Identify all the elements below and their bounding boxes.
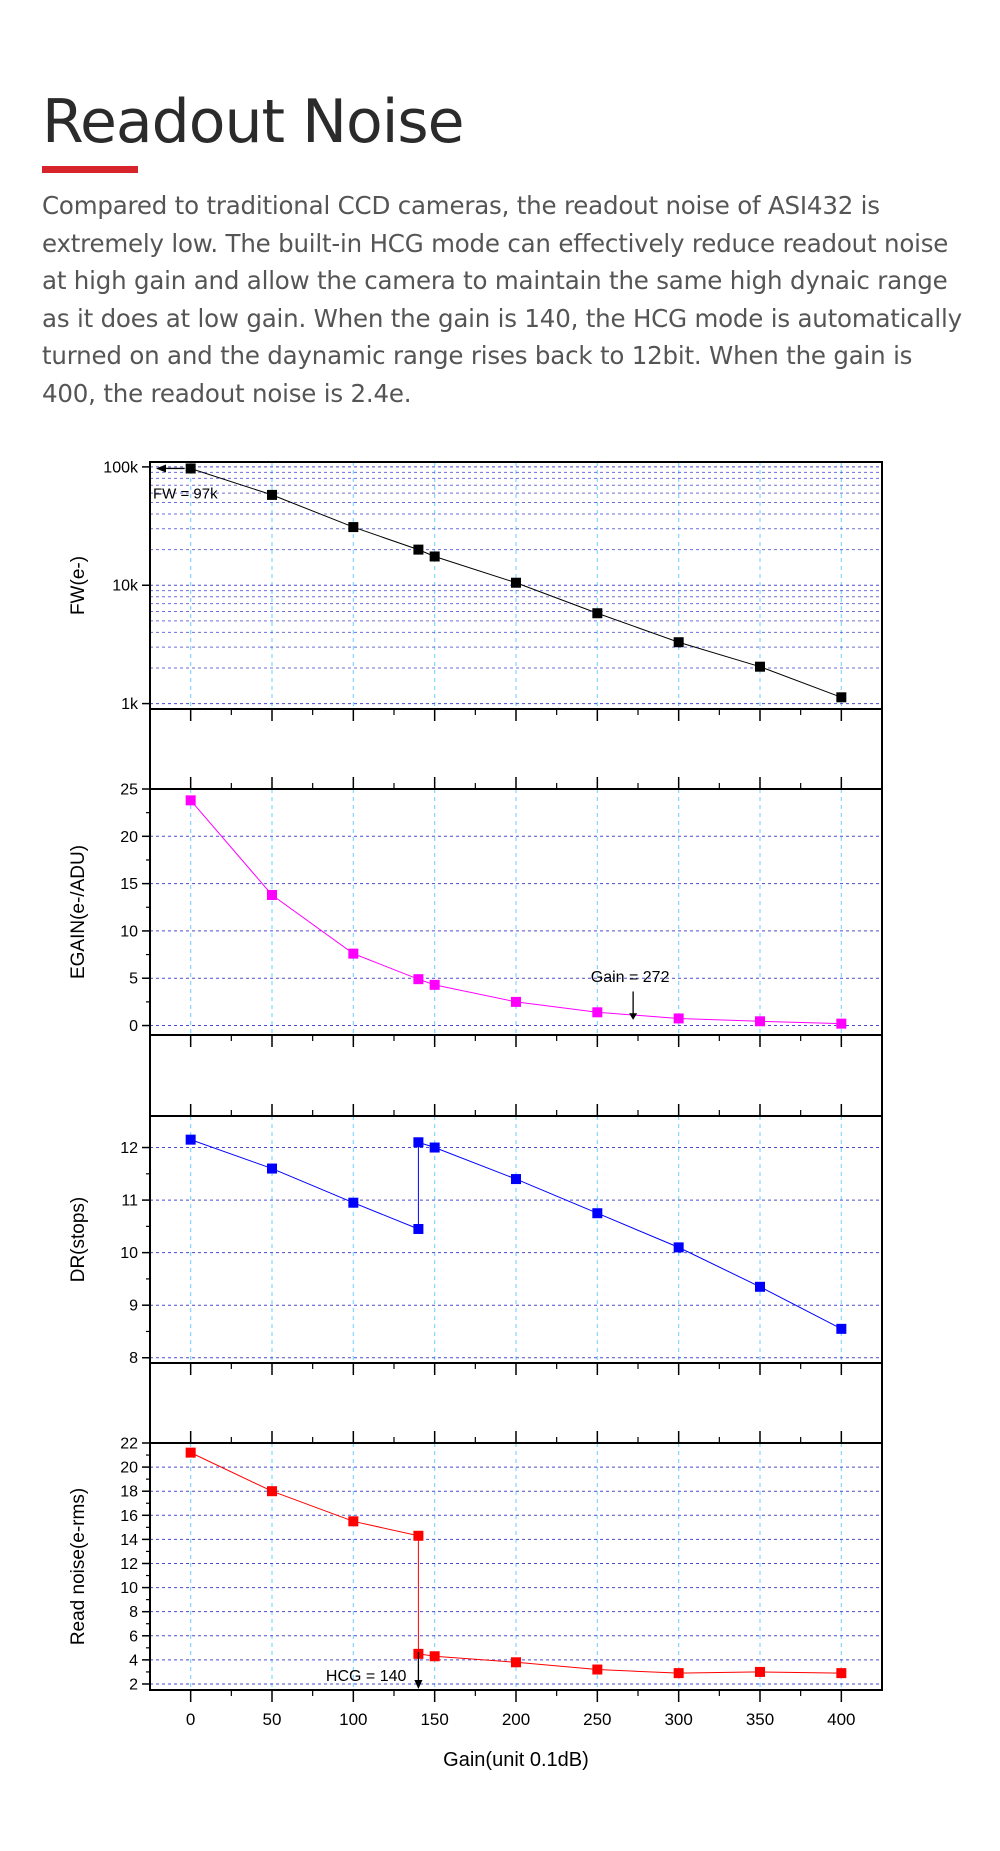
y-tick-label: 0 (129, 1018, 138, 1035)
y-tick-label: 20 (120, 829, 138, 846)
data-point (836, 1323, 847, 1334)
y-tick-label: 10 (120, 1580, 138, 1597)
y-tick-label: 18 (120, 1484, 138, 1501)
y-tick-label: 4 (129, 1652, 138, 1669)
y-tick-label: 10 (120, 923, 138, 940)
series-line-1 (190, 467, 842, 698)
x-tick-label: 50 (263, 1710, 282, 1729)
data-point (836, 692, 847, 703)
data-point (429, 551, 440, 562)
x-tick-label: 0 (186, 1710, 195, 1729)
x-tick-label: 400 (827, 1710, 855, 1729)
data-point (429, 1651, 440, 1662)
data-point (592, 1664, 603, 1675)
data-point (413, 1137, 424, 1148)
data-point (413, 1530, 424, 1541)
y-tick-label: 1k (121, 696, 139, 713)
y-tick-label: 10k (112, 578, 139, 595)
y-tick-label: 6 (129, 1628, 138, 1645)
y-tick-label: 22 (120, 1436, 138, 1453)
y-tick-label: 12 (120, 1556, 138, 1573)
y-tick-label: 8 (129, 1604, 138, 1621)
data-point (348, 1516, 359, 1527)
data-point (348, 948, 359, 959)
fw-arrow-head (156, 464, 166, 473)
data-point (673, 1242, 684, 1253)
data-point (836, 1668, 847, 1679)
gain-arrow-head (629, 1013, 638, 1020)
data-point (185, 463, 196, 474)
hcg-annotation: HCG = 140 (326, 1668, 407, 1685)
series-line-2 (190, 800, 842, 1025)
data-point (511, 577, 521, 588)
fw-annotation: FW = 97k (153, 485, 218, 502)
data-point (511, 1657, 521, 1668)
readout-noise-chart: 1k10k100kFW(e-)0510152025EGAIN(e-/ADU)89… (68, 459, 883, 1771)
y-tick-label: 2 (129, 1676, 138, 1693)
data-point (429, 979, 440, 990)
y-tick-label: 11 (121, 1193, 138, 1210)
y-tick-label: 10 (120, 1245, 138, 1262)
y-axis-label: DR(stops) (68, 1197, 89, 1283)
data-point (755, 1666, 765, 1677)
data-point (429, 1142, 440, 1153)
y-tick-label: 5 (129, 971, 138, 988)
data-point (592, 1007, 603, 1018)
data-point (755, 1281, 765, 1292)
x-tick-label: 350 (746, 1710, 774, 1729)
data-point (592, 608, 603, 619)
data-point (511, 996, 521, 1007)
data-point (511, 1174, 521, 1185)
data-point (267, 1163, 277, 1174)
panel-4-grid (150, 1442, 882, 1690)
page-title: Readout Noise (42, 87, 465, 157)
x-tick-label: 150 (420, 1710, 448, 1729)
x-tick-label: 100 (339, 1710, 367, 1729)
data-point (673, 1013, 684, 1024)
y-tick-label: 100k (103, 459, 139, 476)
x-axis-label: Gain(unit 0.1dB) (443, 1749, 589, 1771)
x-tick-label: 200 (502, 1710, 530, 1729)
y-tick-label: 14 (120, 1532, 138, 1549)
section-description: Compared to traditional CCD cameras, the… (42, 191, 962, 408)
y-axis-label: FW(e-) (68, 556, 89, 615)
data-point (755, 1016, 765, 1027)
y-tick-label: 25 (120, 782, 138, 799)
y-tick-label: 12 (120, 1140, 138, 1157)
y-tick-label: 15 (120, 876, 138, 893)
data-point (413, 544, 424, 555)
data-point (413, 1223, 424, 1234)
data-point (267, 1486, 277, 1497)
data-point (185, 795, 196, 806)
data-point (185, 1447, 196, 1458)
data-point (413, 974, 424, 985)
data-point (592, 1208, 603, 1219)
y-tick-label: 20 (120, 1460, 138, 1477)
data-point (673, 637, 684, 648)
hcg-arrow-head (414, 1680, 423, 1689)
data-point (755, 661, 765, 672)
data-point (673, 1668, 684, 1679)
title-underline (42, 166, 138, 173)
data-point (348, 522, 359, 533)
y-tick-label: 8 (129, 1350, 138, 1367)
data-point (836, 1018, 847, 1029)
x-tick-label: 250 (583, 1710, 611, 1729)
data-point (267, 889, 277, 900)
data-point (267, 489, 277, 500)
y-tick-label: 9 (129, 1298, 138, 1315)
y-axis-label: EGAIN(e-/ADU) (68, 845, 89, 979)
data-point (185, 1134, 196, 1145)
data-point (348, 1197, 359, 1208)
gain-annotation: Gain = 272 (591, 969, 670, 986)
x-tick-label: 300 (664, 1710, 692, 1729)
y-tick-label: 16 (120, 1508, 138, 1525)
y-axis-label: Read noise(e-rms) (68, 1488, 89, 1645)
panel-3-grid (150, 1116, 882, 1363)
